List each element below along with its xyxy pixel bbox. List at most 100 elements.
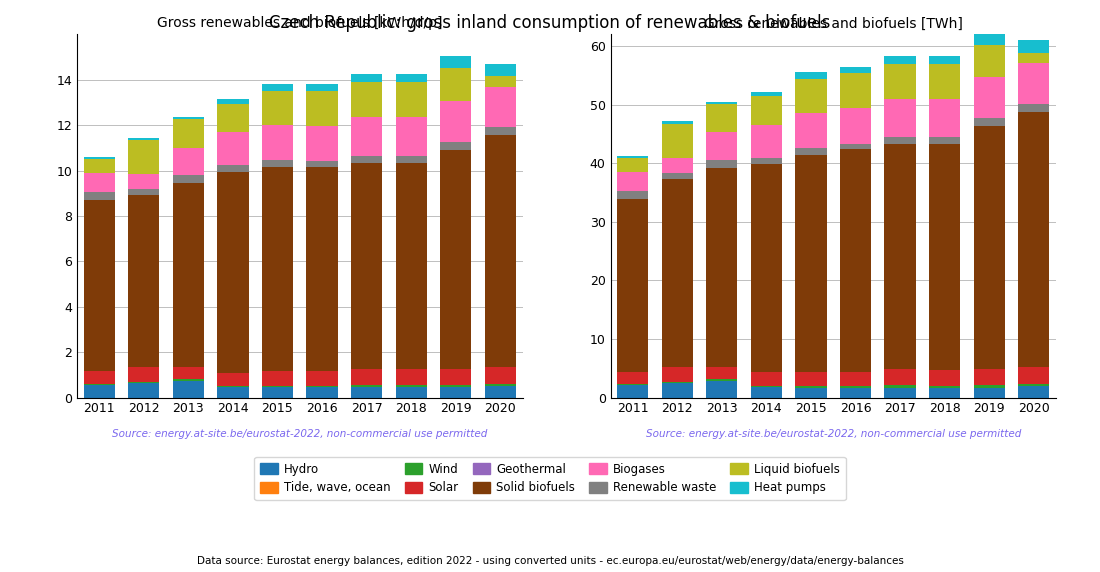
Bar <box>307 167 338 371</box>
Bar <box>662 382 693 383</box>
Bar <box>307 371 338 386</box>
Bar <box>396 162 427 369</box>
Bar <box>840 109 871 144</box>
Bar <box>930 64 960 99</box>
Bar <box>884 144 915 370</box>
Bar <box>396 387 427 398</box>
Bar <box>1019 112 1049 367</box>
Bar <box>351 385 382 387</box>
Bar <box>218 104 249 132</box>
Bar <box>485 128 516 136</box>
Bar <box>751 386 782 387</box>
Bar <box>262 84 293 91</box>
Bar <box>396 74 427 82</box>
Bar <box>307 84 338 91</box>
Bar <box>262 386 293 387</box>
Bar <box>173 380 204 398</box>
Bar <box>662 367 693 382</box>
Bar <box>262 91 293 125</box>
Bar <box>974 126 1004 370</box>
Bar <box>262 125 293 160</box>
Bar <box>930 99 960 137</box>
Title: Gross renewables and biofuels [kWh/d/p]: Gross renewables and biofuels [kWh/d/p] <box>157 17 442 30</box>
Bar <box>751 92 782 96</box>
Bar <box>351 82 382 117</box>
Bar <box>396 385 427 387</box>
Bar <box>795 113 826 148</box>
Bar <box>84 173 114 192</box>
Bar <box>706 104 737 133</box>
Bar <box>751 125 782 158</box>
Bar <box>440 369 471 385</box>
Bar <box>218 372 249 386</box>
Bar <box>1019 384 1049 386</box>
Bar <box>706 380 737 398</box>
Bar <box>617 172 648 191</box>
Bar <box>396 156 427 162</box>
Legend: Hydro, Tide, wave, ocean, Wind, Solar, Geothermal, Solid biofuels, Biogases, Ren: Hydro, Tide, wave, ocean, Wind, Solar, G… <box>254 456 846 500</box>
Bar <box>218 99 249 104</box>
Bar <box>351 117 382 156</box>
Bar <box>930 56 960 64</box>
Bar <box>129 189 160 196</box>
Bar <box>173 117 204 120</box>
Bar <box>396 82 427 117</box>
Bar <box>930 388 960 398</box>
Bar <box>485 136 516 367</box>
Bar <box>84 200 114 371</box>
Text: Data source: Eurostat energy balances, edition 2022 - using converted units - ec: Data source: Eurostat energy balances, e… <box>197 557 903 566</box>
Bar <box>307 126 338 161</box>
Bar <box>1019 63 1049 104</box>
Bar <box>930 370 960 386</box>
Bar <box>795 155 826 372</box>
Bar <box>218 172 249 372</box>
Text: Czech Republic: gross inland consumption of renewables & biofuels: Czech Republic: gross inland consumption… <box>270 14 830 32</box>
Bar <box>930 137 960 144</box>
Bar <box>840 66 871 73</box>
Bar <box>840 372 871 387</box>
Bar <box>173 175 204 183</box>
Bar <box>617 385 648 398</box>
Bar <box>617 372 648 384</box>
Bar <box>262 387 293 398</box>
Bar <box>751 372 782 386</box>
Bar <box>218 132 249 165</box>
Bar <box>351 74 382 82</box>
Bar <box>440 142 471 150</box>
Bar <box>884 64 915 99</box>
Bar <box>129 382 160 383</box>
Bar <box>218 386 249 387</box>
Bar <box>884 137 915 144</box>
Bar <box>974 370 1004 385</box>
Bar <box>840 388 871 398</box>
Bar <box>485 386 516 398</box>
Bar <box>129 174 160 189</box>
Bar <box>84 384 114 385</box>
Bar <box>84 385 114 398</box>
Bar <box>173 120 204 148</box>
Bar <box>795 372 826 387</box>
Bar <box>351 156 382 162</box>
Bar <box>662 179 693 367</box>
Bar <box>662 383 693 398</box>
Bar <box>706 133 737 160</box>
Bar <box>485 76 516 86</box>
Bar <box>795 148 826 155</box>
Bar <box>751 387 782 398</box>
Bar <box>974 32 1004 45</box>
Bar <box>795 73 826 79</box>
Bar <box>129 383 160 398</box>
Bar <box>440 387 471 398</box>
Bar <box>840 149 871 372</box>
Bar <box>974 385 1004 388</box>
Text: Source: energy.at-site.be/eurostat-2022, non-commercial use permitted: Source: energy.at-site.be/eurostat-2022,… <box>646 429 1021 439</box>
Bar <box>440 101 471 142</box>
Bar <box>218 165 249 172</box>
Bar <box>840 73 871 109</box>
Bar <box>84 192 114 200</box>
Bar <box>1019 40 1049 53</box>
Bar <box>795 79 826 113</box>
Text: Source: energy.at-site.be/eurostat-2022, non-commercial use permitted: Source: energy.at-site.be/eurostat-2022,… <box>112 429 487 439</box>
Bar <box>662 173 693 179</box>
Bar <box>974 388 1004 398</box>
